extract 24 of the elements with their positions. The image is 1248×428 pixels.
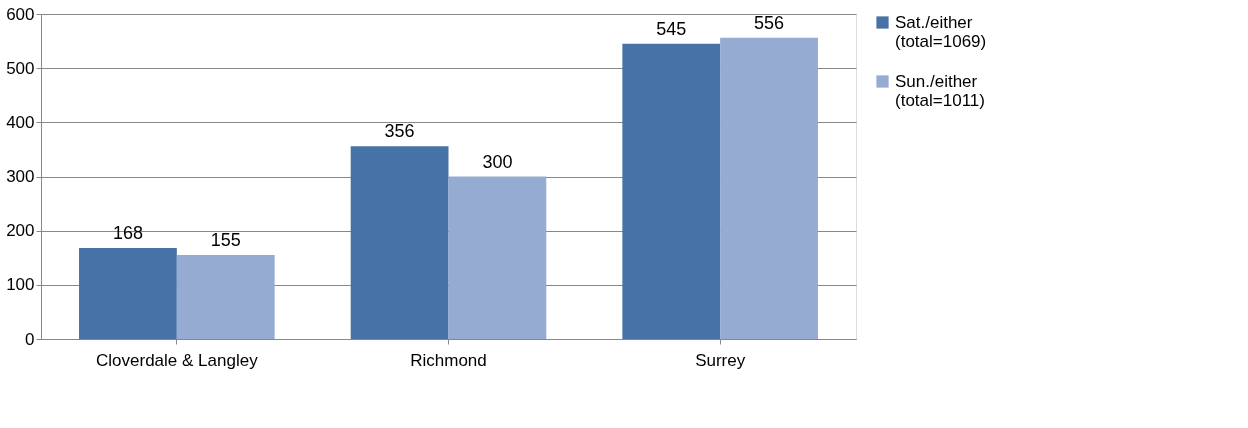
y-tick-label: 200 (6, 221, 35, 241)
bar (622, 43, 721, 339)
y-tick-label: 600 (6, 4, 35, 24)
y-tick-label: 300 (6, 167, 35, 186)
data-label: 556 (754, 12, 785, 33)
bar (176, 255, 275, 339)
bar (448, 176, 547, 339)
legend-label: Sun./either (total=1011) (895, 71, 985, 110)
data-label: 168 (112, 223, 143, 243)
data-label: 300 (482, 151, 513, 172)
data-label: 155 (210, 230, 241, 251)
y-tick-label: 400 (6, 112, 35, 132)
x-tick-label: Richmond (410, 350, 487, 370)
y-tick-label: 100 (6, 275, 35, 295)
data-label: 356 (384, 121, 415, 142)
y-tick-label: 0 (25, 329, 35, 349)
bar (350, 146, 449, 339)
bar (79, 248, 177, 339)
y-tick-label: 500 (6, 58, 35, 78)
x-tick-label: Surrey (695, 350, 746, 370)
data-label: 545 (656, 18, 687, 39)
x-tick-label: Cloverdale & Langley (96, 350, 259, 370)
legend-label: Sat./either (total=1069) (895, 12, 987, 51)
bar (720, 37, 818, 339)
